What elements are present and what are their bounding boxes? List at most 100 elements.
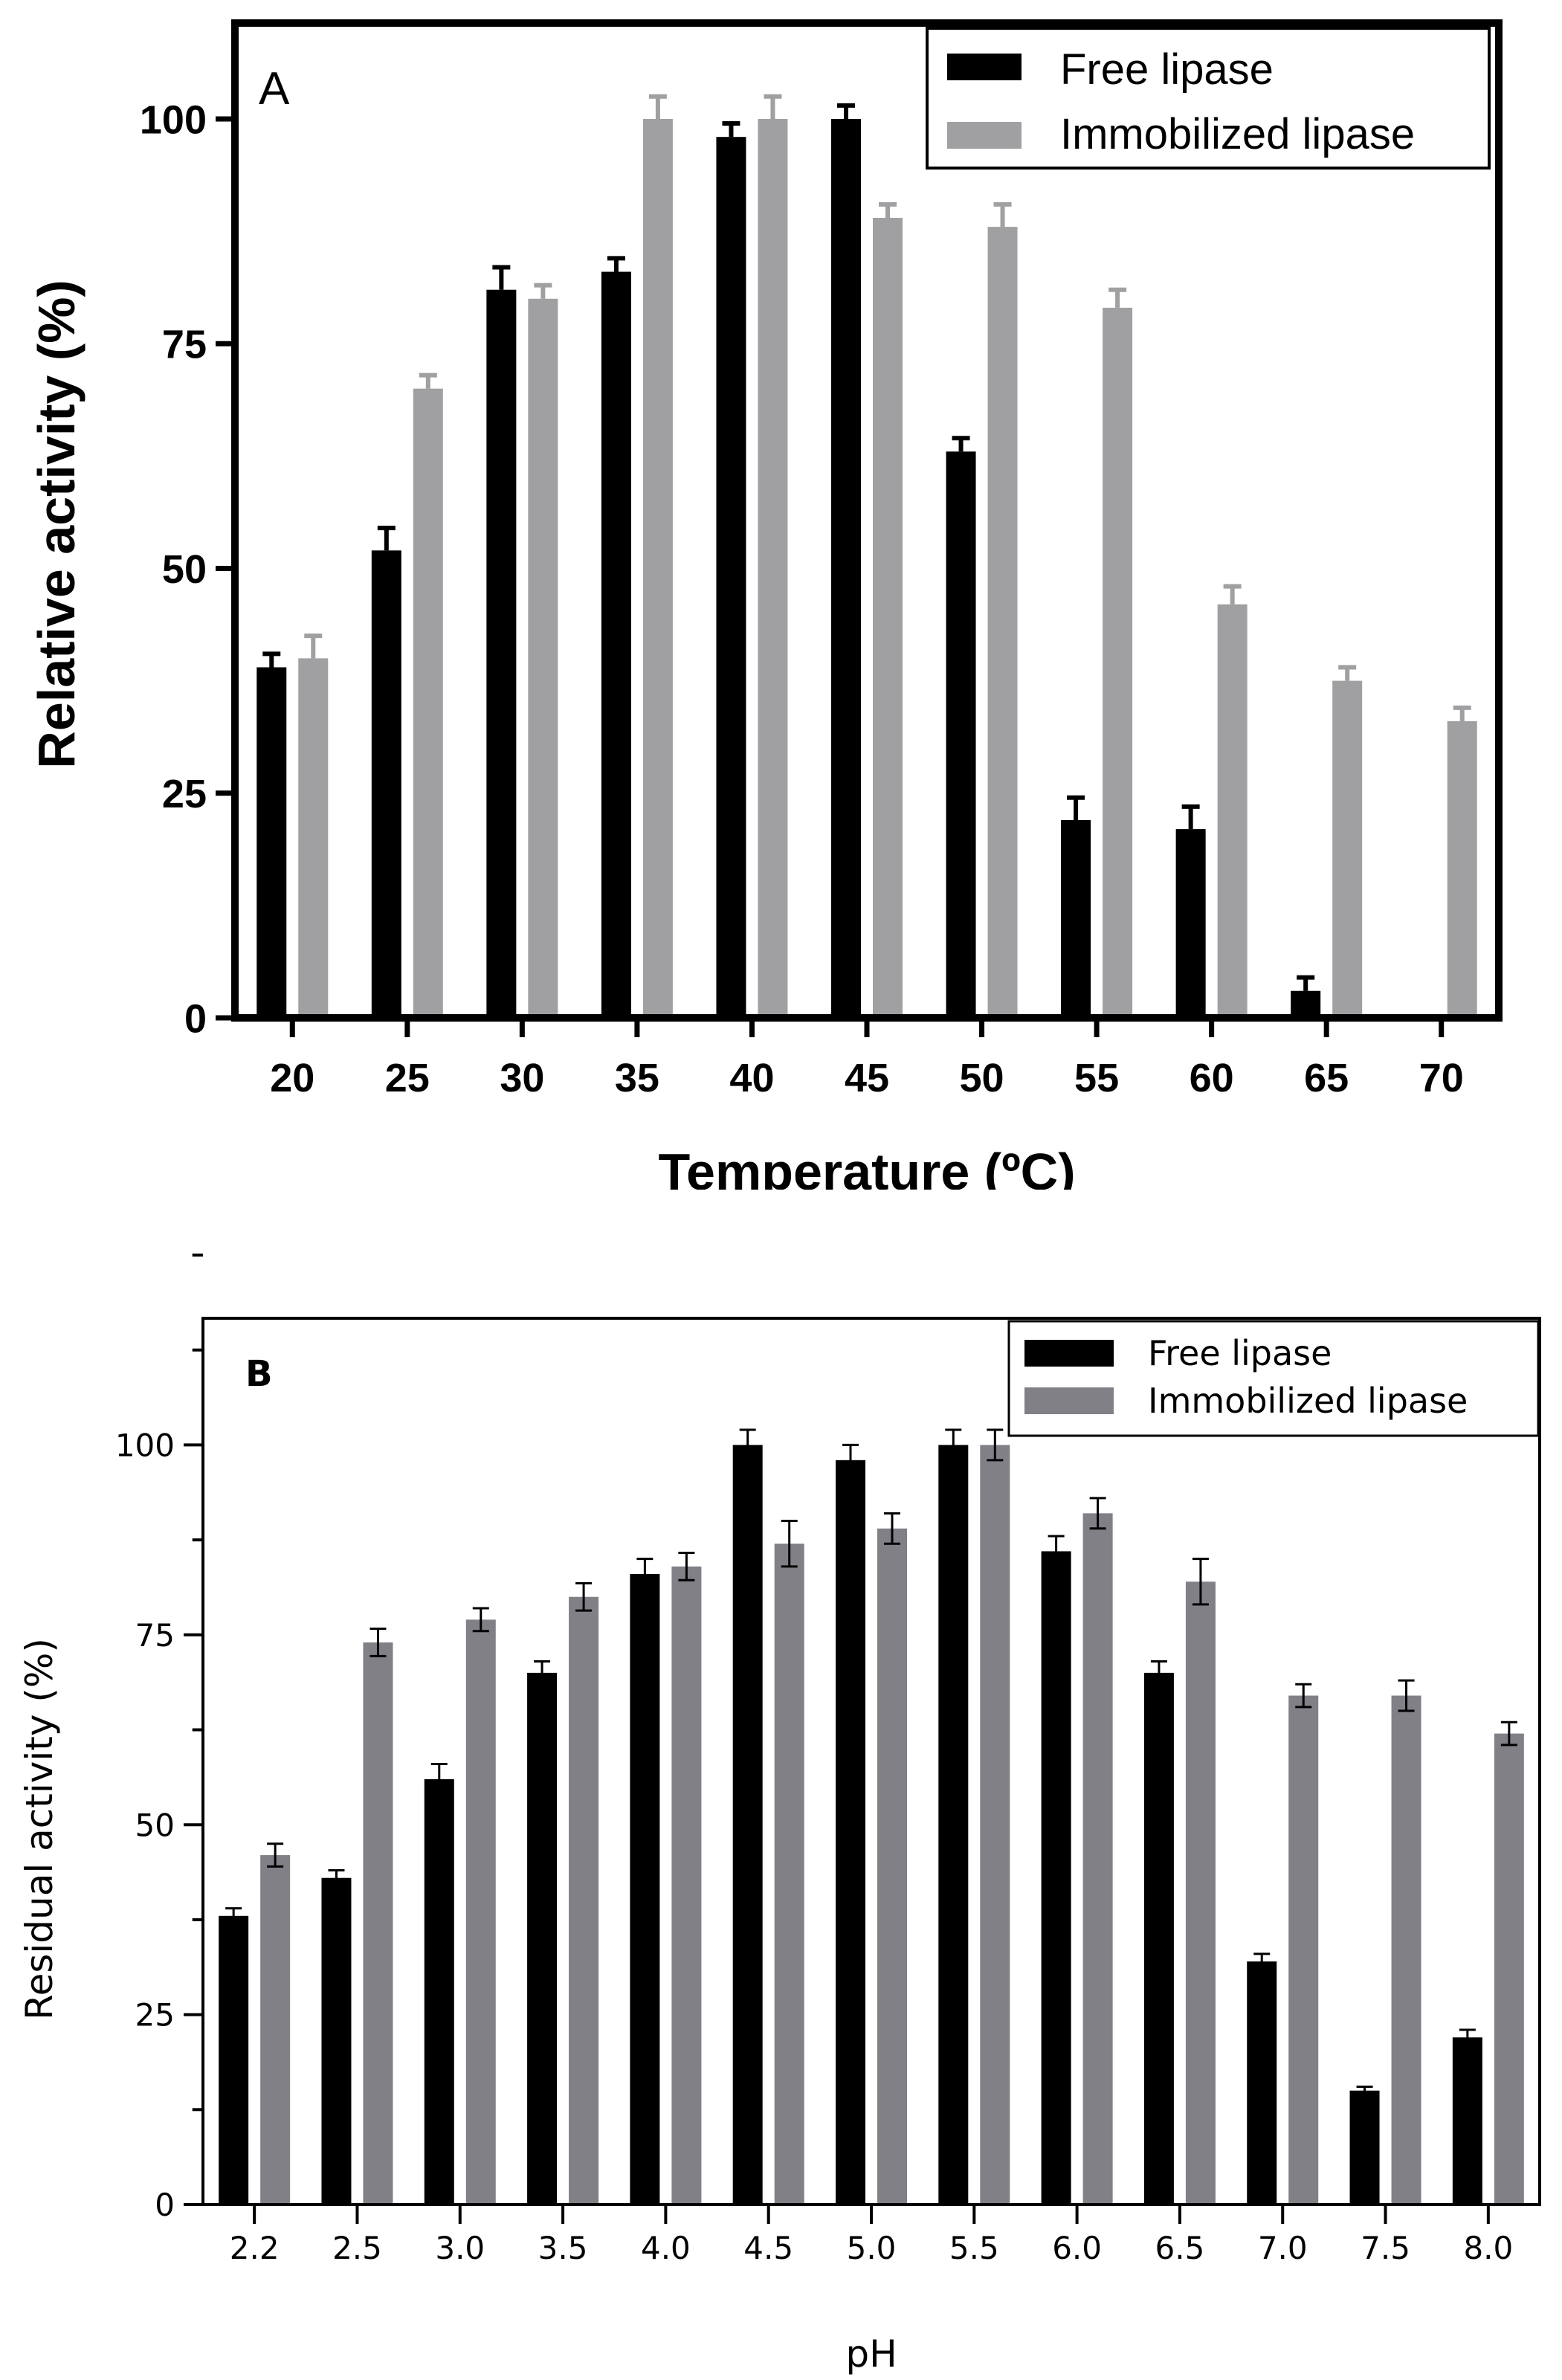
a-x-tick-label-60: 60 (1190, 1056, 1234, 1100)
b-error-bar-free-7.0 (1253, 1952, 1271, 1970)
b-error-bar-free-6.5 (1150, 1660, 1167, 1686)
a-bar-immobilized-55 (1103, 307, 1133, 1018)
b-x-tick-label-5.0: 5.0 (847, 2230, 897, 2266)
a-x-tick-label-55: 55 (1074, 1056, 1119, 1100)
a-y-tick-label-0: 0 (184, 996, 207, 1041)
b-error-bar-immobilized-5.0 (884, 1512, 900, 1545)
b-y-tick-label-50: 50 (135, 1807, 175, 1843)
b-error-bar-free-2.5 (328, 1868, 345, 1887)
b-bar-free-6.0 (1041, 1551, 1071, 2205)
b-bar-free-5.5 (938, 1445, 969, 2205)
a-error-bar-free-50 (952, 436, 970, 452)
b-bar-immobilized-6.5 (1185, 1581, 1216, 2205)
a-bar-free-25 (371, 550, 401, 1018)
a-error-bar-immobilized-50 (993, 201, 1012, 228)
b-bar-free-8.0 (1452, 2037, 1482, 2205)
b-x-tick-label-7.5: 7.5 (1361, 2230, 1410, 2266)
a-bar-immobilized-25 (413, 388, 443, 1018)
b-error-bar-immobilized-5.5 (987, 1428, 1004, 1462)
a-bar-free-50 (946, 451, 976, 1018)
b-y-tick-label-75: 75 (135, 1617, 175, 1654)
a-error-bar-immobilized-20 (304, 633, 323, 659)
b-error-bar-free-3.5 (534, 1660, 551, 1686)
a-error-bar-free-20 (262, 651, 281, 668)
b-bar-free-7.0 (1247, 1961, 1277, 2205)
a-bar-immobilized-45 (873, 217, 903, 1018)
a-bar-free-35 (601, 271, 631, 1018)
a-y-tick-label-75: 75 (162, 323, 207, 367)
a-error-bar-immobilized-65 (1338, 665, 1357, 681)
b-y-tick-label-0: 0 (155, 2187, 175, 2223)
a-x-tick-label-25: 25 (385, 1056, 430, 1100)
b-x-tick-label-4.5: 4.5 (743, 2230, 793, 2266)
a-error-bar-free-60 (1181, 804, 1200, 830)
b-bar-immobilized-3.5 (569, 1596, 599, 2205)
a-legend: Free lipase Immobilized lipase (926, 27, 1491, 170)
a-bar-immobilized-70 (1447, 721, 1477, 1018)
a-x-tick-label-20: 20 (270, 1056, 314, 1100)
a-bar-immobilized-40 (758, 119, 788, 1018)
a-x-tick-label-35: 35 (615, 1056, 659, 1100)
a-y-axis-title: Relative activity (%) (28, 280, 85, 768)
b-legend-label-free: Free lipase (1148, 1333, 1332, 1373)
a-legend-label-free: Free lipase (1060, 45, 1274, 94)
b-bar-immobilized-8.0 (1494, 1733, 1524, 2205)
b-error-bar-free-2.2 (225, 1907, 242, 1925)
b-bar-immobilized-6.0 (1082, 1513, 1113, 2205)
b-bar-immobilized-5.0 (877, 1528, 907, 2205)
a-error-bar-immobilized-55 (1108, 287, 1127, 308)
a-y-tick-label-100: 100 (140, 97, 207, 142)
a-bar-free-40 (716, 137, 746, 1019)
b-legend-swatch-immobilized (1024, 1387, 1114, 1414)
a-error-bar-immobilized-40 (764, 94, 782, 119)
b-bar-free-4.5 (732, 1445, 763, 2205)
b-panel-label: B (245, 1353, 273, 1395)
b-x-tick-label-3.5: 3.5 (538, 2230, 588, 2266)
b-error-bar-free-8.0 (1459, 2028, 1476, 2046)
a-bar-free-30 (486, 289, 517, 1019)
b-x-tick-label-4.0: 4.0 (641, 2230, 691, 2266)
b-bar-immobilized-7.5 (1391, 1695, 1421, 2205)
b-error-bar-immobilized-7.0 (1295, 1683, 1312, 1709)
b-bar-immobilized-7.0 (1288, 1695, 1319, 2205)
b-error-bar-immobilized-2.2 (267, 1842, 284, 1868)
a-error-bar-free-55 (1067, 795, 1085, 821)
b-ticks-group: 2.2 2.5 3.0 3.5 4.0 4.5 5.0 5.5 6.0 6.5 7.0 7.5 8.0 0… (115, 1254, 1513, 2266)
b-legend: Free lipase Immobilized lipase (1007, 1320, 1540, 1437)
b-error-bar-immobilized-6.5 (1192, 1558, 1209, 1606)
b-bars-group (219, 1428, 1524, 2205)
a-bar-immobilized-60 (1217, 604, 1248, 1018)
b-x-axis-title: pH (845, 2332, 897, 2376)
b-y-tick-label-100: 100 (115, 1428, 175, 1464)
b-bar-free-4.0 (630, 1574, 660, 2205)
b-bar-immobilized-4.0 (671, 1566, 702, 2205)
chart-temperature: 20 25 30 35 40 45 50 55 60 65 70 0 25 50 75 100 A Free … (28, 19, 1503, 1190)
a-bar-immobilized-30 (528, 298, 558, 1018)
b-error-bar-immobilized-2.5 (369, 1628, 387, 1657)
b-bar-free-2.2 (219, 1915, 249, 2205)
b-bar-immobilized-3.0 (465, 1619, 496, 2205)
b-error-bar-immobilized-6.0 (1089, 1497, 1106, 1530)
a-error-bar-free-35 (607, 256, 625, 272)
a-bar-free-55 (1061, 820, 1091, 1018)
a-error-bar-immobilized-70 (1453, 705, 1471, 722)
b-error-bar-immobilized-3.5 (575, 1581, 593, 1612)
b-error-bar-immobilized-4.5 (781, 1520, 798, 1568)
a-panel-label: A (259, 63, 290, 115)
a-bar-free-20 (256, 667, 287, 1018)
a-y-tick-label-50: 50 (162, 547, 207, 592)
a-error-bar-free-40 (722, 121, 740, 138)
b-bar-free-2.5 (321, 1877, 352, 2205)
a-error-bar-free-45 (837, 103, 855, 119)
a-x-tick-label-40: 40 (729, 1056, 774, 1100)
a-error-bar-immobilized-25 (419, 373, 437, 389)
a-bars-group (256, 94, 1477, 1019)
b-x-tick-label-6.0: 6.0 (1052, 2230, 1102, 2266)
b-error-bar-free-5.0 (842, 1443, 859, 1477)
b-bar-free-7.5 (1349, 2090, 1380, 2205)
a-bar-free-65 (1291, 990, 1321, 1018)
b-x-tick-label-2.5: 2.5 (332, 2230, 382, 2266)
a-error-bar-free-65 (1297, 975, 1315, 991)
b-x-tick-label-6.5: 6.5 (1155, 2230, 1205, 2266)
b-x-tick-label-3.0: 3.0 (435, 2230, 485, 2266)
